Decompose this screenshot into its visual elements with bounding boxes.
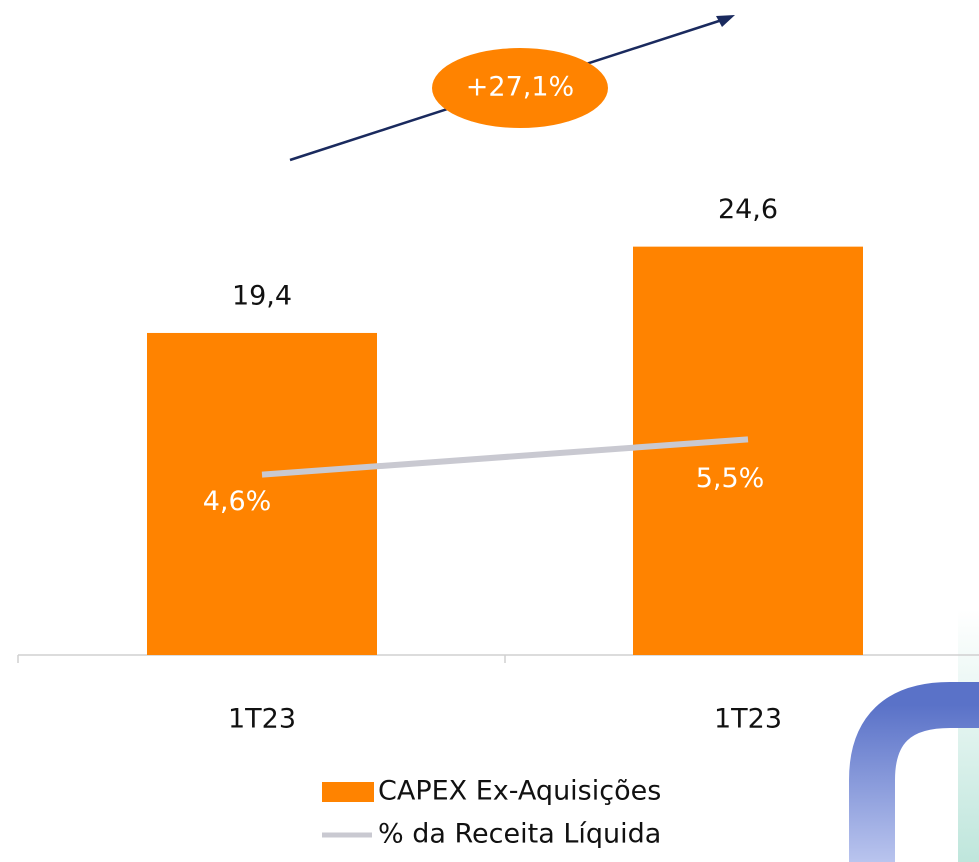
logo-arc bbox=[849, 682, 979, 862]
data-label: 4,6% bbox=[203, 486, 272, 517]
bar bbox=[633, 246, 863, 655]
logo-strip bbox=[958, 610, 979, 862]
arrow-head bbox=[716, 15, 735, 27]
data-label: 5,5% bbox=[696, 463, 765, 494]
data-label: 24,6 bbox=[718, 194, 778, 225]
x-tick-label: 1T23 bbox=[228, 704, 296, 735]
bar bbox=[147, 332, 377, 655]
legend-label: CAPEX Ex-Aquisições bbox=[378, 776, 661, 807]
data-label: 19,4 bbox=[232, 280, 292, 311]
line bbox=[261, 436, 749, 478]
legend-swatch bbox=[322, 782, 374, 802]
annotation: +27,1% bbox=[466, 72, 574, 103]
annotation-badge bbox=[432, 48, 608, 128]
legend-label: % da Receita Líquida bbox=[378, 819, 661, 850]
x-tick-label: 1T23 bbox=[714, 704, 782, 735]
